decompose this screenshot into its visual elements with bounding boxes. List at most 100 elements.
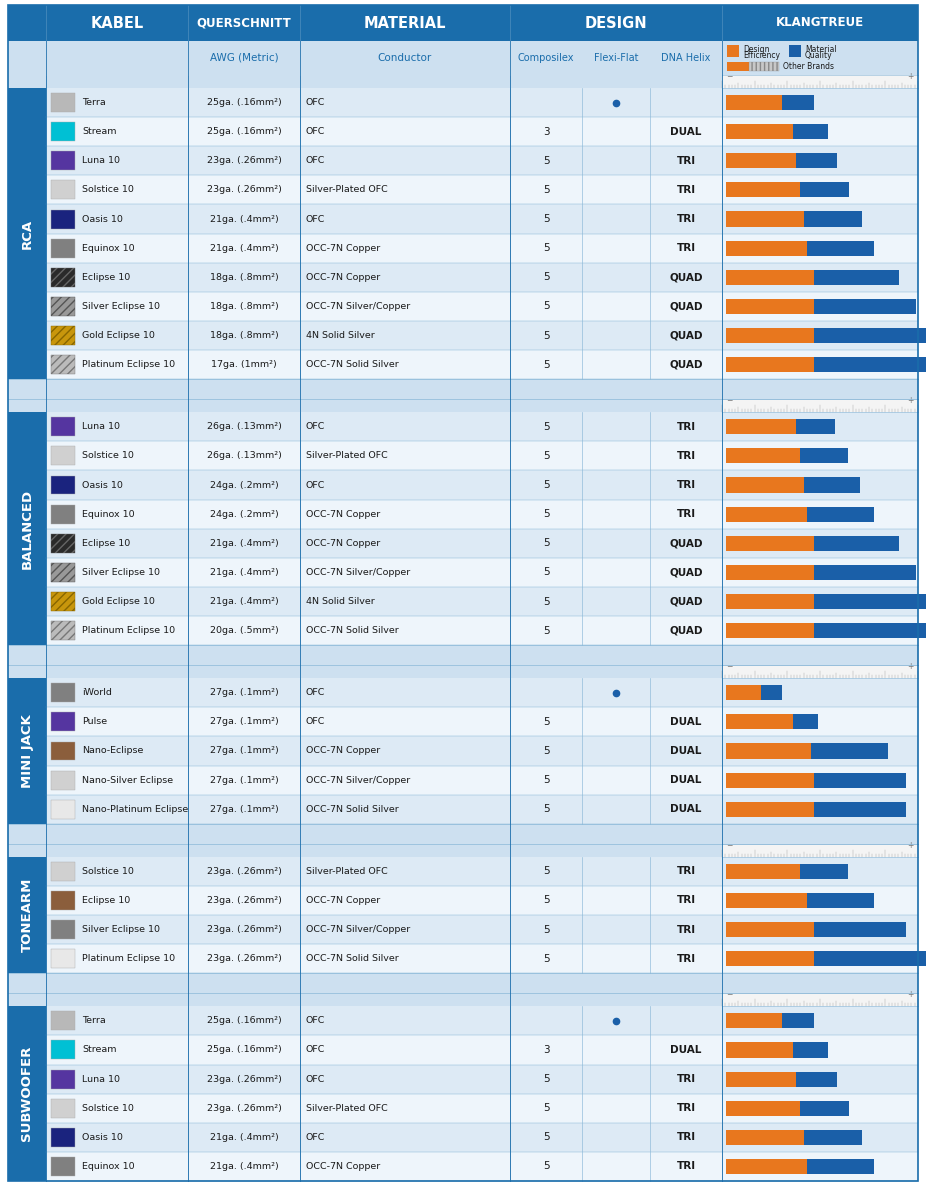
Bar [51,1098,75,1117]
Bar [726,714,793,729]
Text: 21ga. (.4mm²): 21ga. (.4mm²) [209,215,279,223]
Bar [46,707,918,737]
Text: Nano-Platinum Eclipse: Nano-Platinum Eclipse [82,805,188,814]
Bar [796,419,835,434]
Text: Solstice 10: Solstice 10 [82,1104,134,1112]
Bar [726,951,814,967]
Bar [46,557,918,587]
Bar [46,1006,918,1035]
Text: Terra: Terra [82,98,106,107]
Text: TRI: TRI [676,243,695,253]
Text: Equinox 10: Equinox 10 [82,510,134,518]
Text: OCC-7N Copper: OCC-7N Copper [306,243,381,253]
Text: 5: 5 [543,567,549,578]
Text: OFC: OFC [306,480,325,490]
Bar [46,204,918,234]
Text: TRI: TRI [676,925,695,935]
Bar [8,75,722,88]
Bar [726,686,761,700]
Text: TRI: TRI [676,509,695,519]
Bar [726,594,814,610]
Text: TONEARM: TONEARM [20,878,33,952]
Bar [46,1152,918,1181]
Text: Luna 10: Luna 10 [82,422,120,432]
Text: −: − [726,396,732,406]
Bar [51,355,75,374]
Bar [46,1093,918,1123]
Text: Stream: Stream [82,127,117,136]
Text: OCC-7N Solid Silver: OCC-7N Solid Silver [306,955,399,963]
Text: +: + [907,662,914,671]
Bar [51,799,75,818]
Text: 5: 5 [543,331,549,340]
Bar [807,506,874,522]
Text: TRI: TRI [676,480,695,490]
Bar [726,772,814,788]
Text: 27ga. (.1mm²): 27ga. (.1mm²) [209,746,279,755]
Text: TRI: TRI [676,895,695,905]
Text: 23ga. (.26mm²): 23ga. (.26mm²) [206,1075,282,1084]
Text: Other Brands: Other Brands [783,62,834,71]
Bar [726,95,782,110]
Text: DUAL: DUAL [670,1045,702,1056]
Text: 5: 5 [543,626,549,636]
Text: +: + [907,990,914,999]
Text: QUAD: QUAD [669,359,703,370]
Text: OFC: OFC [306,215,325,223]
Text: Material: Material [805,45,836,53]
Bar [722,75,918,88]
Text: 25ga. (.16mm²): 25ga. (.16mm²) [206,1045,282,1054]
Text: 23ga. (.26mm²): 23ga. (.26mm²) [206,895,282,905]
Bar [46,1123,918,1152]
Text: KABEL: KABEL [91,15,144,31]
Bar [749,62,779,71]
Bar [46,146,918,176]
Text: TRI: TRI [676,213,695,224]
Bar [814,802,906,817]
Bar [46,499,918,529]
Bar [51,476,75,495]
Bar [46,1035,918,1065]
Text: QUERSCHNITT: QUERSCHNITT [196,17,292,30]
Text: 5: 5 [543,895,549,905]
Text: OCC-7N Copper: OCC-7N Copper [306,1162,381,1171]
Text: OCC-7N Silver/Copper: OCC-7N Silver/Copper [306,925,410,935]
Text: +: + [907,72,914,81]
Text: TRI: TRI [676,1103,695,1114]
Text: 4N Solid Silver: 4N Solid Silver [306,331,375,340]
Bar [726,269,814,285]
Text: 27ga. (.1mm²): 27ga. (.1mm²) [209,776,279,785]
Bar [726,623,814,638]
Text: TRI: TRI [676,866,695,876]
Bar [800,863,847,879]
Text: 5: 5 [543,1133,549,1142]
Text: Terra: Terra [82,1016,106,1026]
Bar [8,380,918,400]
Bar [8,678,46,824]
Text: Flexi-Flat: Flexi-Flat [594,53,638,63]
Bar [46,916,918,944]
Bar [807,241,874,256]
Text: iWorld: iWorld [82,688,112,697]
Bar [796,1071,837,1086]
Bar [51,417,75,436]
Text: 5: 5 [543,155,549,166]
Text: OCC-7N Copper: OCC-7N Copper [306,746,381,755]
Bar [726,183,800,198]
Text: 18ga. (.8mm²): 18ga. (.8mm²) [209,273,279,282]
Text: 26ga. (.13mm²): 26ga. (.13mm²) [206,452,282,460]
Text: 25ga. (.16mm²): 25ga. (.16mm²) [206,98,282,107]
Text: 21ga. (.4mm²): 21ga. (.4mm²) [209,1162,279,1171]
Text: TRI: TRI [676,422,695,432]
Text: Luna 10: Luna 10 [82,157,120,165]
Text: Silver-Plated OFC: Silver-Plated OFC [306,1104,388,1112]
Text: Conductor: Conductor [378,53,432,63]
Bar [46,441,918,471]
Bar [793,125,828,139]
Bar [51,238,75,257]
Text: OCC-7N Solid Silver: OCC-7N Solid Silver [306,361,399,369]
Text: OCC-7N Silver/Copper: OCC-7N Silver/Copper [306,302,410,311]
Bar [51,93,75,111]
Text: QUAD: QUAD [669,626,703,636]
Bar [51,683,75,702]
